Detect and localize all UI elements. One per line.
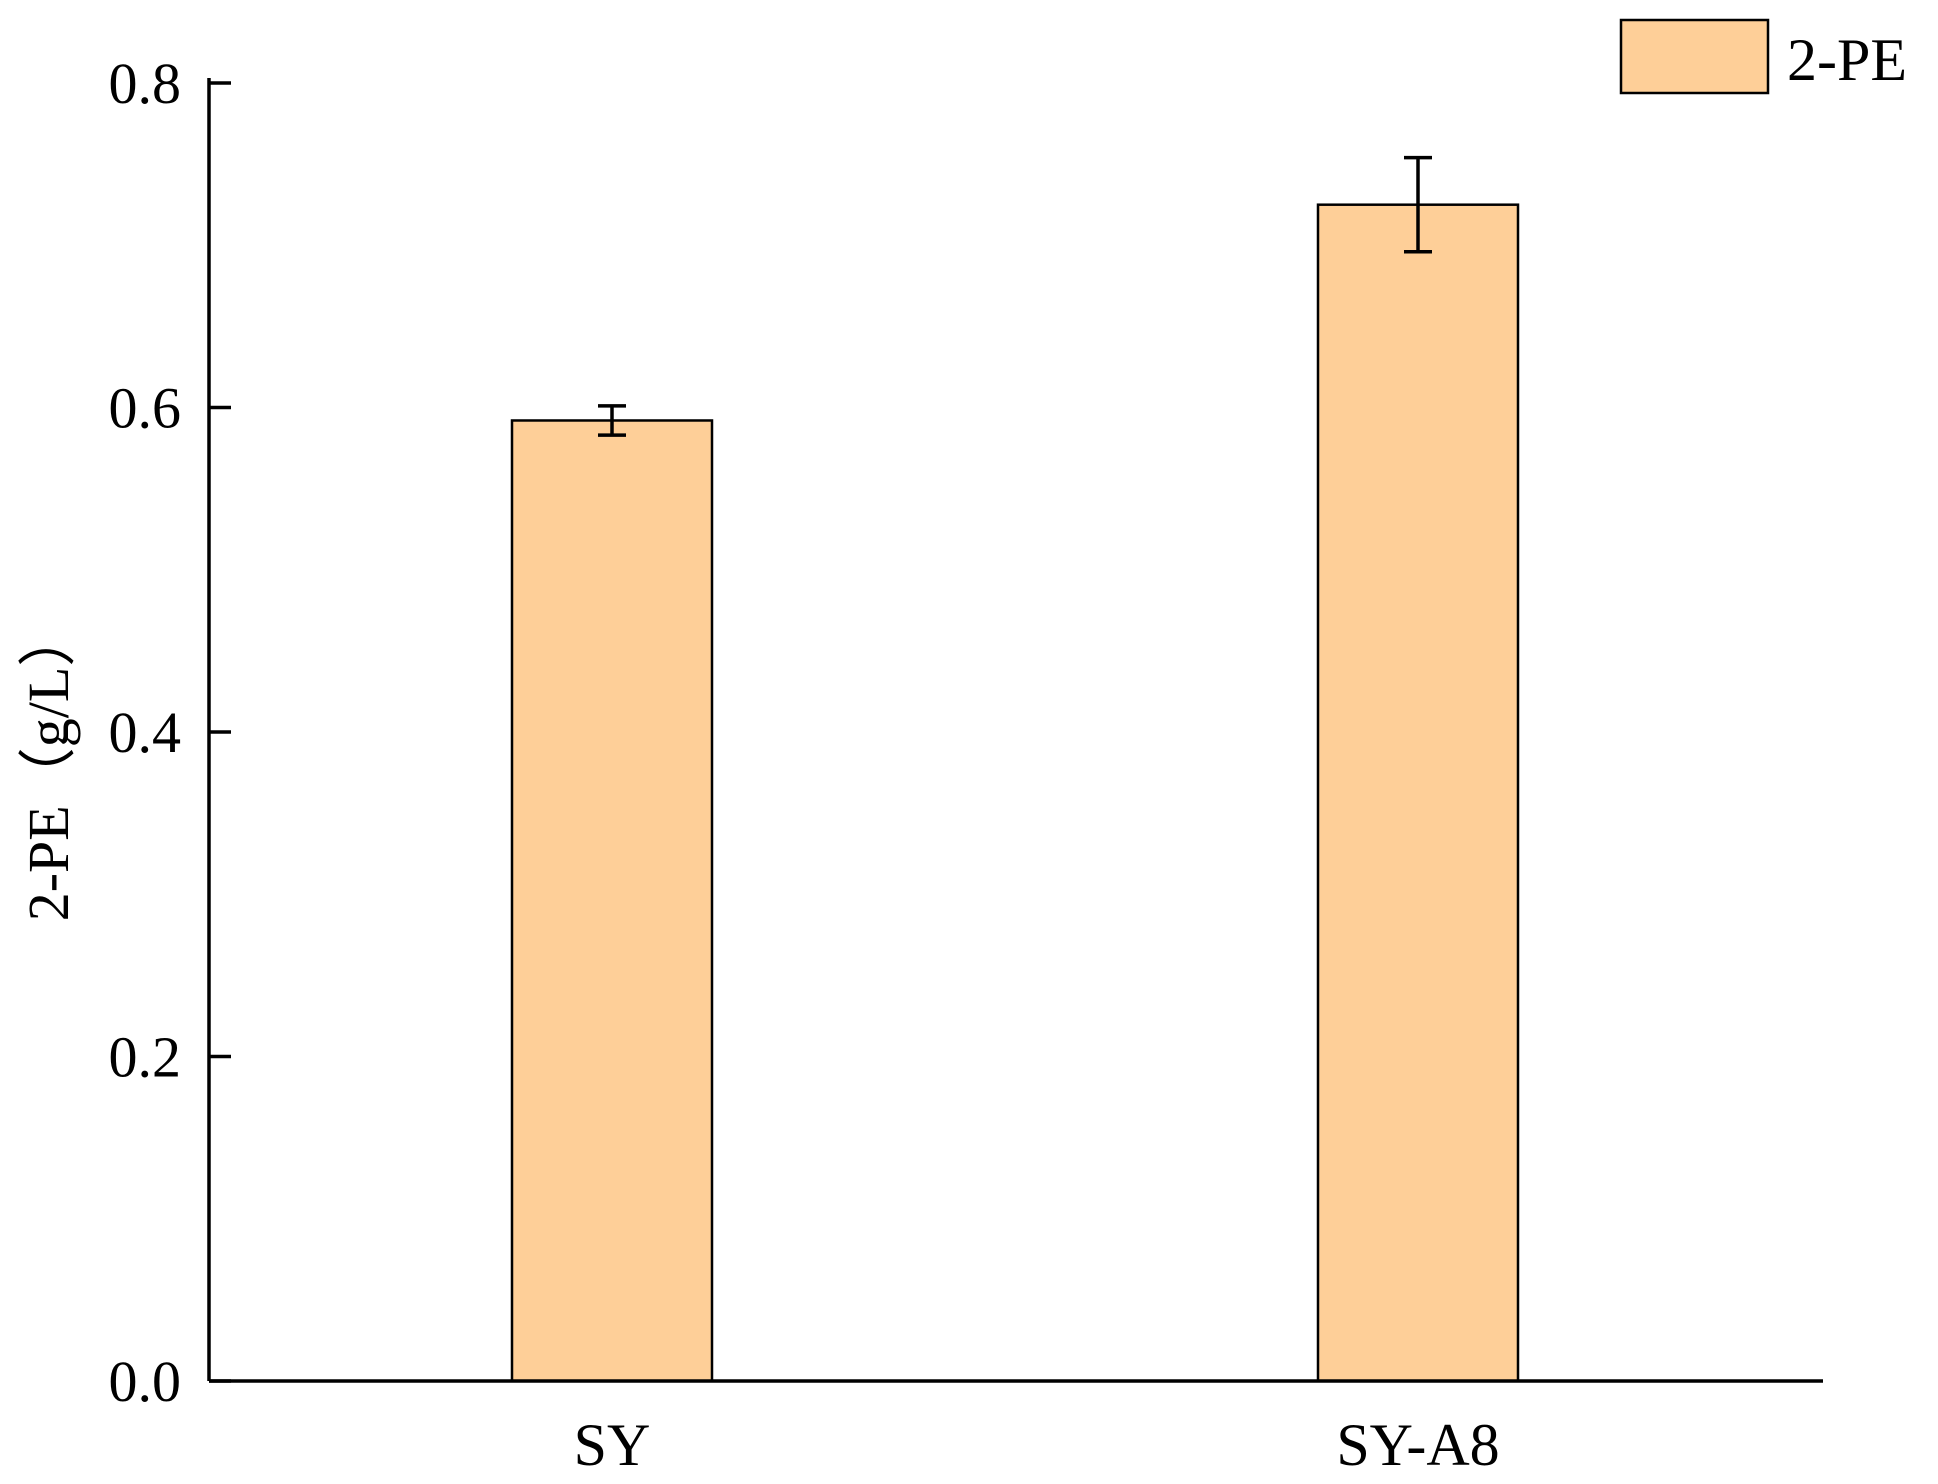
y-tick-label: 0.6 [109, 376, 182, 441]
plot-area: 0.0 0.2 0.4 0.6 0.8 SY SY-A8 [109, 51, 1823, 1478]
y-tick-label: 0.8 [109, 51, 182, 116]
y-tick-label: 0.2 [109, 1025, 182, 1090]
legend-label: 2-PE [1787, 27, 1907, 93]
bar [510, 419, 714, 1383]
bar [1316, 203, 1520, 1383]
legend-swatch [1619, 18, 1770, 95]
y-axis-title: 2-PE（g/L） [16, 609, 81, 922]
x-tick-label: SY [574, 1412, 651, 1478]
x-tick-label: SY-A8 [1336, 1412, 1499, 1478]
legend: 2-PE [1619, 18, 1907, 95]
y-tick-label: 0.0 [109, 1349, 182, 1414]
y-tick-label: 0.4 [109, 700, 182, 765]
